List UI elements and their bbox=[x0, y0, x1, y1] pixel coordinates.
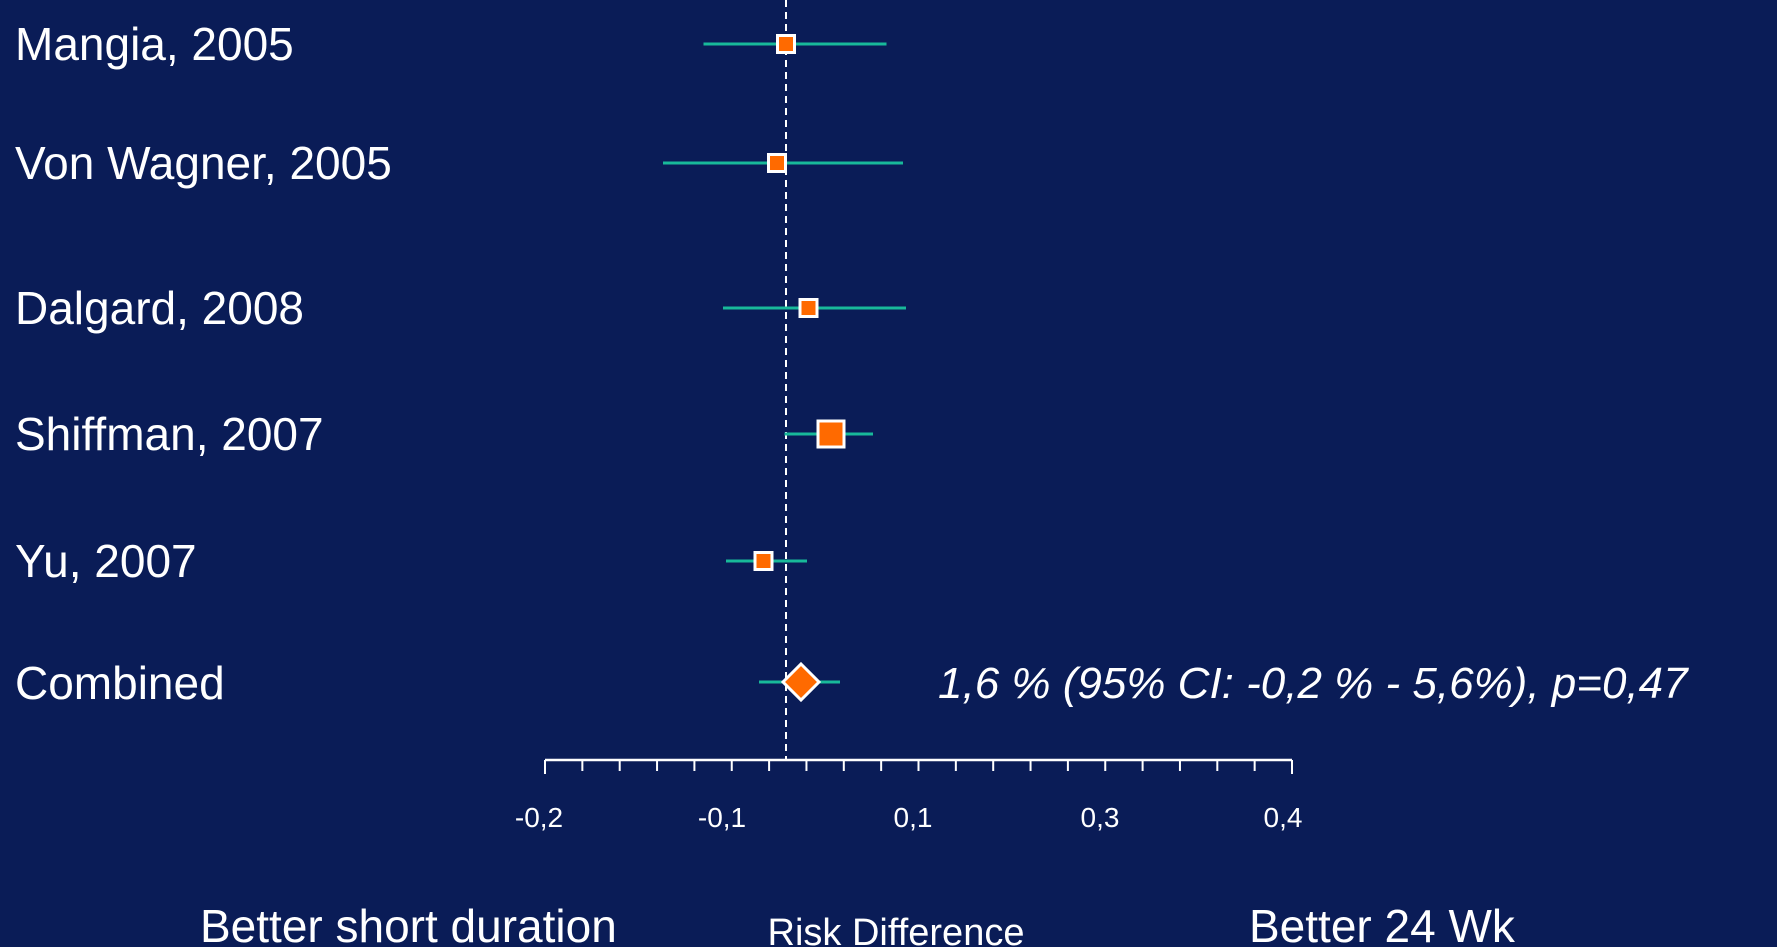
x-tick-label: 0,1 bbox=[894, 802, 933, 833]
study-point-marker bbox=[776, 34, 796, 54]
study-label: Yu, 2007 bbox=[15, 535, 197, 587]
right-direction-label: Better 24 Wk bbox=[1249, 900, 1516, 947]
x-tick-label: -0,1 bbox=[698, 802, 746, 833]
study-point-marker bbox=[767, 153, 787, 173]
study-point-marker bbox=[798, 298, 819, 318]
combined-annotation: 1,6 % (95% CI: -0,2 % - 5,6%), p=0,47 bbox=[938, 659, 1689, 708]
study-label: Shiffman, 2007 bbox=[15, 408, 324, 460]
study-label: Dalgard, 2008 bbox=[15, 282, 304, 334]
left-direction-label: Better short duration bbox=[200, 900, 617, 947]
study-point-marker bbox=[816, 419, 846, 449]
study-label: Von Wagner, 2005 bbox=[15, 137, 392, 189]
combined-diamond-marker bbox=[780, 661, 822, 703]
x-tick-label: 0,4 bbox=[1264, 802, 1303, 833]
study-label: Mangia, 2005 bbox=[15, 18, 294, 70]
x-tick-label: 0,3 bbox=[1081, 802, 1120, 833]
x-axis-label: Risk Difference bbox=[768, 912, 1025, 947]
x-tick-label: -0,2 bbox=[515, 802, 563, 833]
combined-label: Combined bbox=[15, 657, 225, 709]
study-point-marker bbox=[753, 551, 774, 571]
